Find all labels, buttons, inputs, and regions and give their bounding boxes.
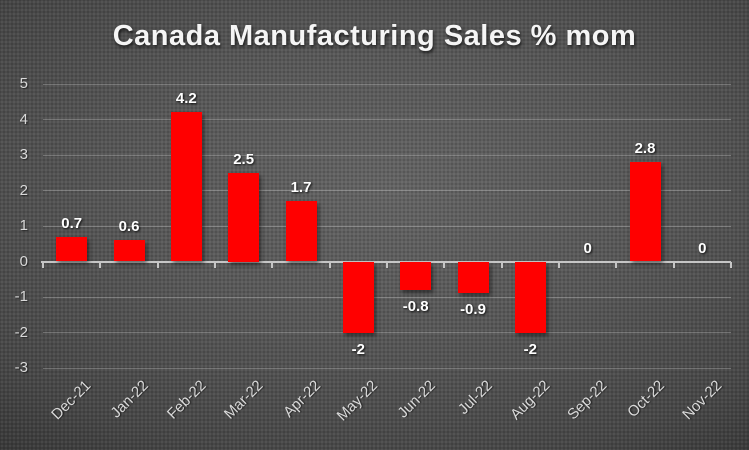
axis-tick <box>99 261 102 268</box>
bar-value-label: 2.8 <box>634 140 656 158</box>
axis-tick <box>328 261 331 268</box>
x-axis-label: Sep-22 <box>564 377 611 424</box>
x-axis-label: Apr-22 <box>280 377 325 421</box>
bar-value-label: 0.6 <box>118 218 140 236</box>
gridline <box>43 190 731 191</box>
bar-value-label: -2 <box>523 340 537 358</box>
gridline <box>43 83 731 85</box>
bar-value-label: 2.5 <box>233 150 255 168</box>
x-axis-label: May-22 <box>333 377 382 425</box>
bar-value-label: 1.7 <box>290 179 312 197</box>
bar-value-label: -0.9 <box>460 301 486 319</box>
gridline <box>43 154 731 156</box>
bar <box>285 201 317 262</box>
bar-value-label: -0.8 <box>402 297 429 315</box>
y-axis-label: -3 <box>14 359 28 376</box>
y-axis-label: 2 <box>19 181 28 199</box>
x-axis-label: Dec-21 <box>48 377 95 424</box>
bar-value-label: 4.2 <box>175 90 197 108</box>
y-axis-label: 5 <box>19 75 28 92</box>
y-axis-label: 3 <box>19 146 28 163</box>
bar <box>342 261 374 333</box>
x-axis-label: Nov-22 <box>679 377 726 424</box>
x-axis-label: Mar-22 <box>221 377 267 423</box>
bar-value-label: 0 <box>698 239 707 257</box>
x-axis-label: Feb-22 <box>163 377 210 423</box>
bar <box>457 261 489 294</box>
bar <box>228 172 260 262</box>
gridline <box>43 119 731 120</box>
plot-area: -3 -2 -1 0 1 2 3 4 5 0.7 Dec-21 0.6 Jan-22 4.2 Feb-22 2… <box>15 75 732 424</box>
axis-tick <box>615 261 618 268</box>
bar <box>400 261 432 290</box>
axis-tick <box>42 261 44 268</box>
gridline <box>43 296 731 298</box>
y-axis-label: -1 <box>14 288 28 305</box>
gridline <box>43 332 731 333</box>
y-axis-label: 0 <box>19 252 28 270</box>
bar-value-label: 0 <box>583 239 592 257</box>
bar <box>629 162 661 262</box>
x-axis-label: Oct-22 <box>624 377 669 421</box>
bar <box>170 112 202 262</box>
axis-tick <box>214 261 216 268</box>
bar-value-label: 0.7 <box>61 214 83 232</box>
gridline <box>43 367 731 369</box>
bar-value-label: -2 <box>351 340 365 358</box>
x-axis-label: Jul-22 <box>455 377 497 418</box>
axis-tick <box>730 261 732 268</box>
axis-tick <box>271 261 274 268</box>
chart-title: Canada Manufacturing Sales % mom <box>112 20 637 52</box>
x-axis-label: Aug-22 <box>507 377 554 424</box>
axis-tick <box>386 261 388 268</box>
gridline <box>43 225 731 227</box>
y-axis-label: -2 <box>14 323 28 341</box>
axis-tick <box>500 261 503 268</box>
bar <box>514 261 546 333</box>
axis-tick <box>558 261 560 268</box>
axis-tick <box>443 261 446 268</box>
y-axis-label: 4 <box>19 110 28 128</box>
y-axis-label: 1 <box>19 217 28 234</box>
bar <box>113 240 145 262</box>
x-axis-label: Jun-22 <box>394 377 439 422</box>
axis-tick <box>156 261 159 268</box>
axis-tick <box>672 261 675 268</box>
x-axis-label: Jan-22 <box>107 377 153 422</box>
bar <box>56 236 88 262</box>
